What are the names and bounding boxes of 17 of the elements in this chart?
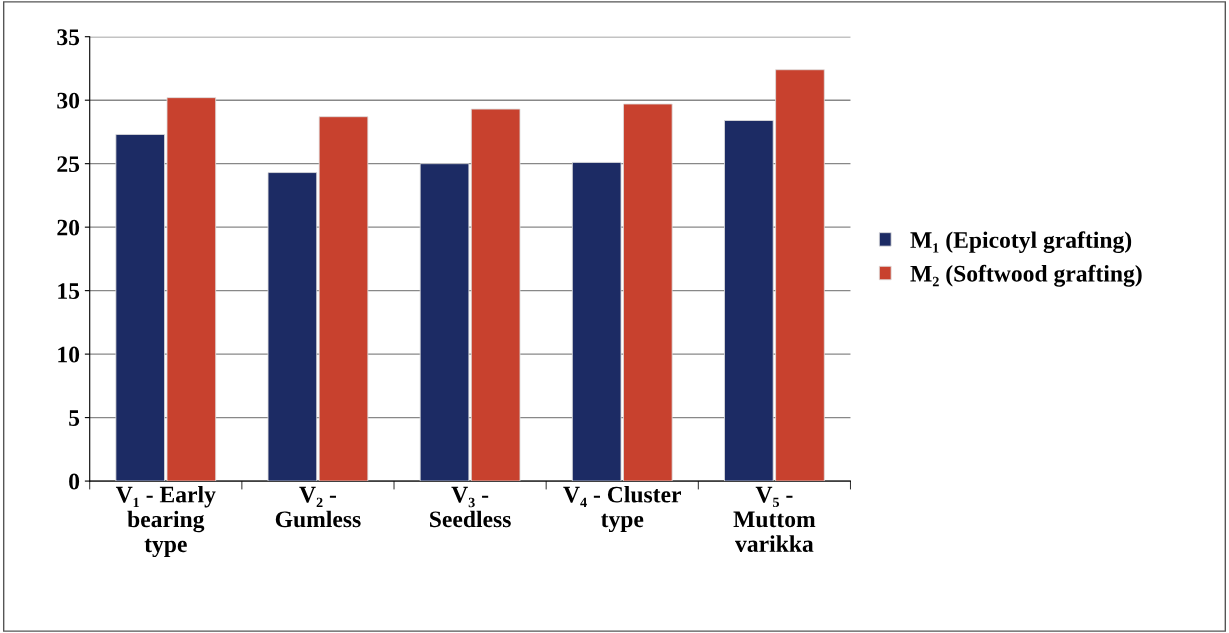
legend-label: M₂ (Softwood grafting) bbox=[910, 264, 1142, 287]
x-tick-label: V₃ - Seedless bbox=[430, 486, 511, 528]
legend-label: M₁ (Epicotyl grafting) bbox=[910, 231, 1132, 253]
y-tick-label: 0 bbox=[69, 473, 80, 490]
bar bbox=[318, 116, 369, 482]
y-tick-label: 5 bbox=[69, 410, 80, 427]
y-tick-label: 35 bbox=[57, 29, 80, 46]
y-tick-label: 15 bbox=[58, 283, 80, 300]
y-tick-label: 20 bbox=[57, 219, 80, 236]
y-tick-label: 25 bbox=[57, 156, 80, 173]
x-tick-label: V₁ - Early bearing type bbox=[115, 485, 216, 558]
x-tick-label: V₂ - Gumless bbox=[275, 486, 361, 528]
bar bbox=[267, 172, 318, 482]
y-tick-label: 30 bbox=[57, 92, 80, 109]
x-tick-label: V₅ - Muttom varikka bbox=[733, 486, 816, 552]
x-tick-label: V₄ - Cluster type bbox=[563, 485, 682, 533]
y-tick-label: 10 bbox=[58, 346, 80, 363]
